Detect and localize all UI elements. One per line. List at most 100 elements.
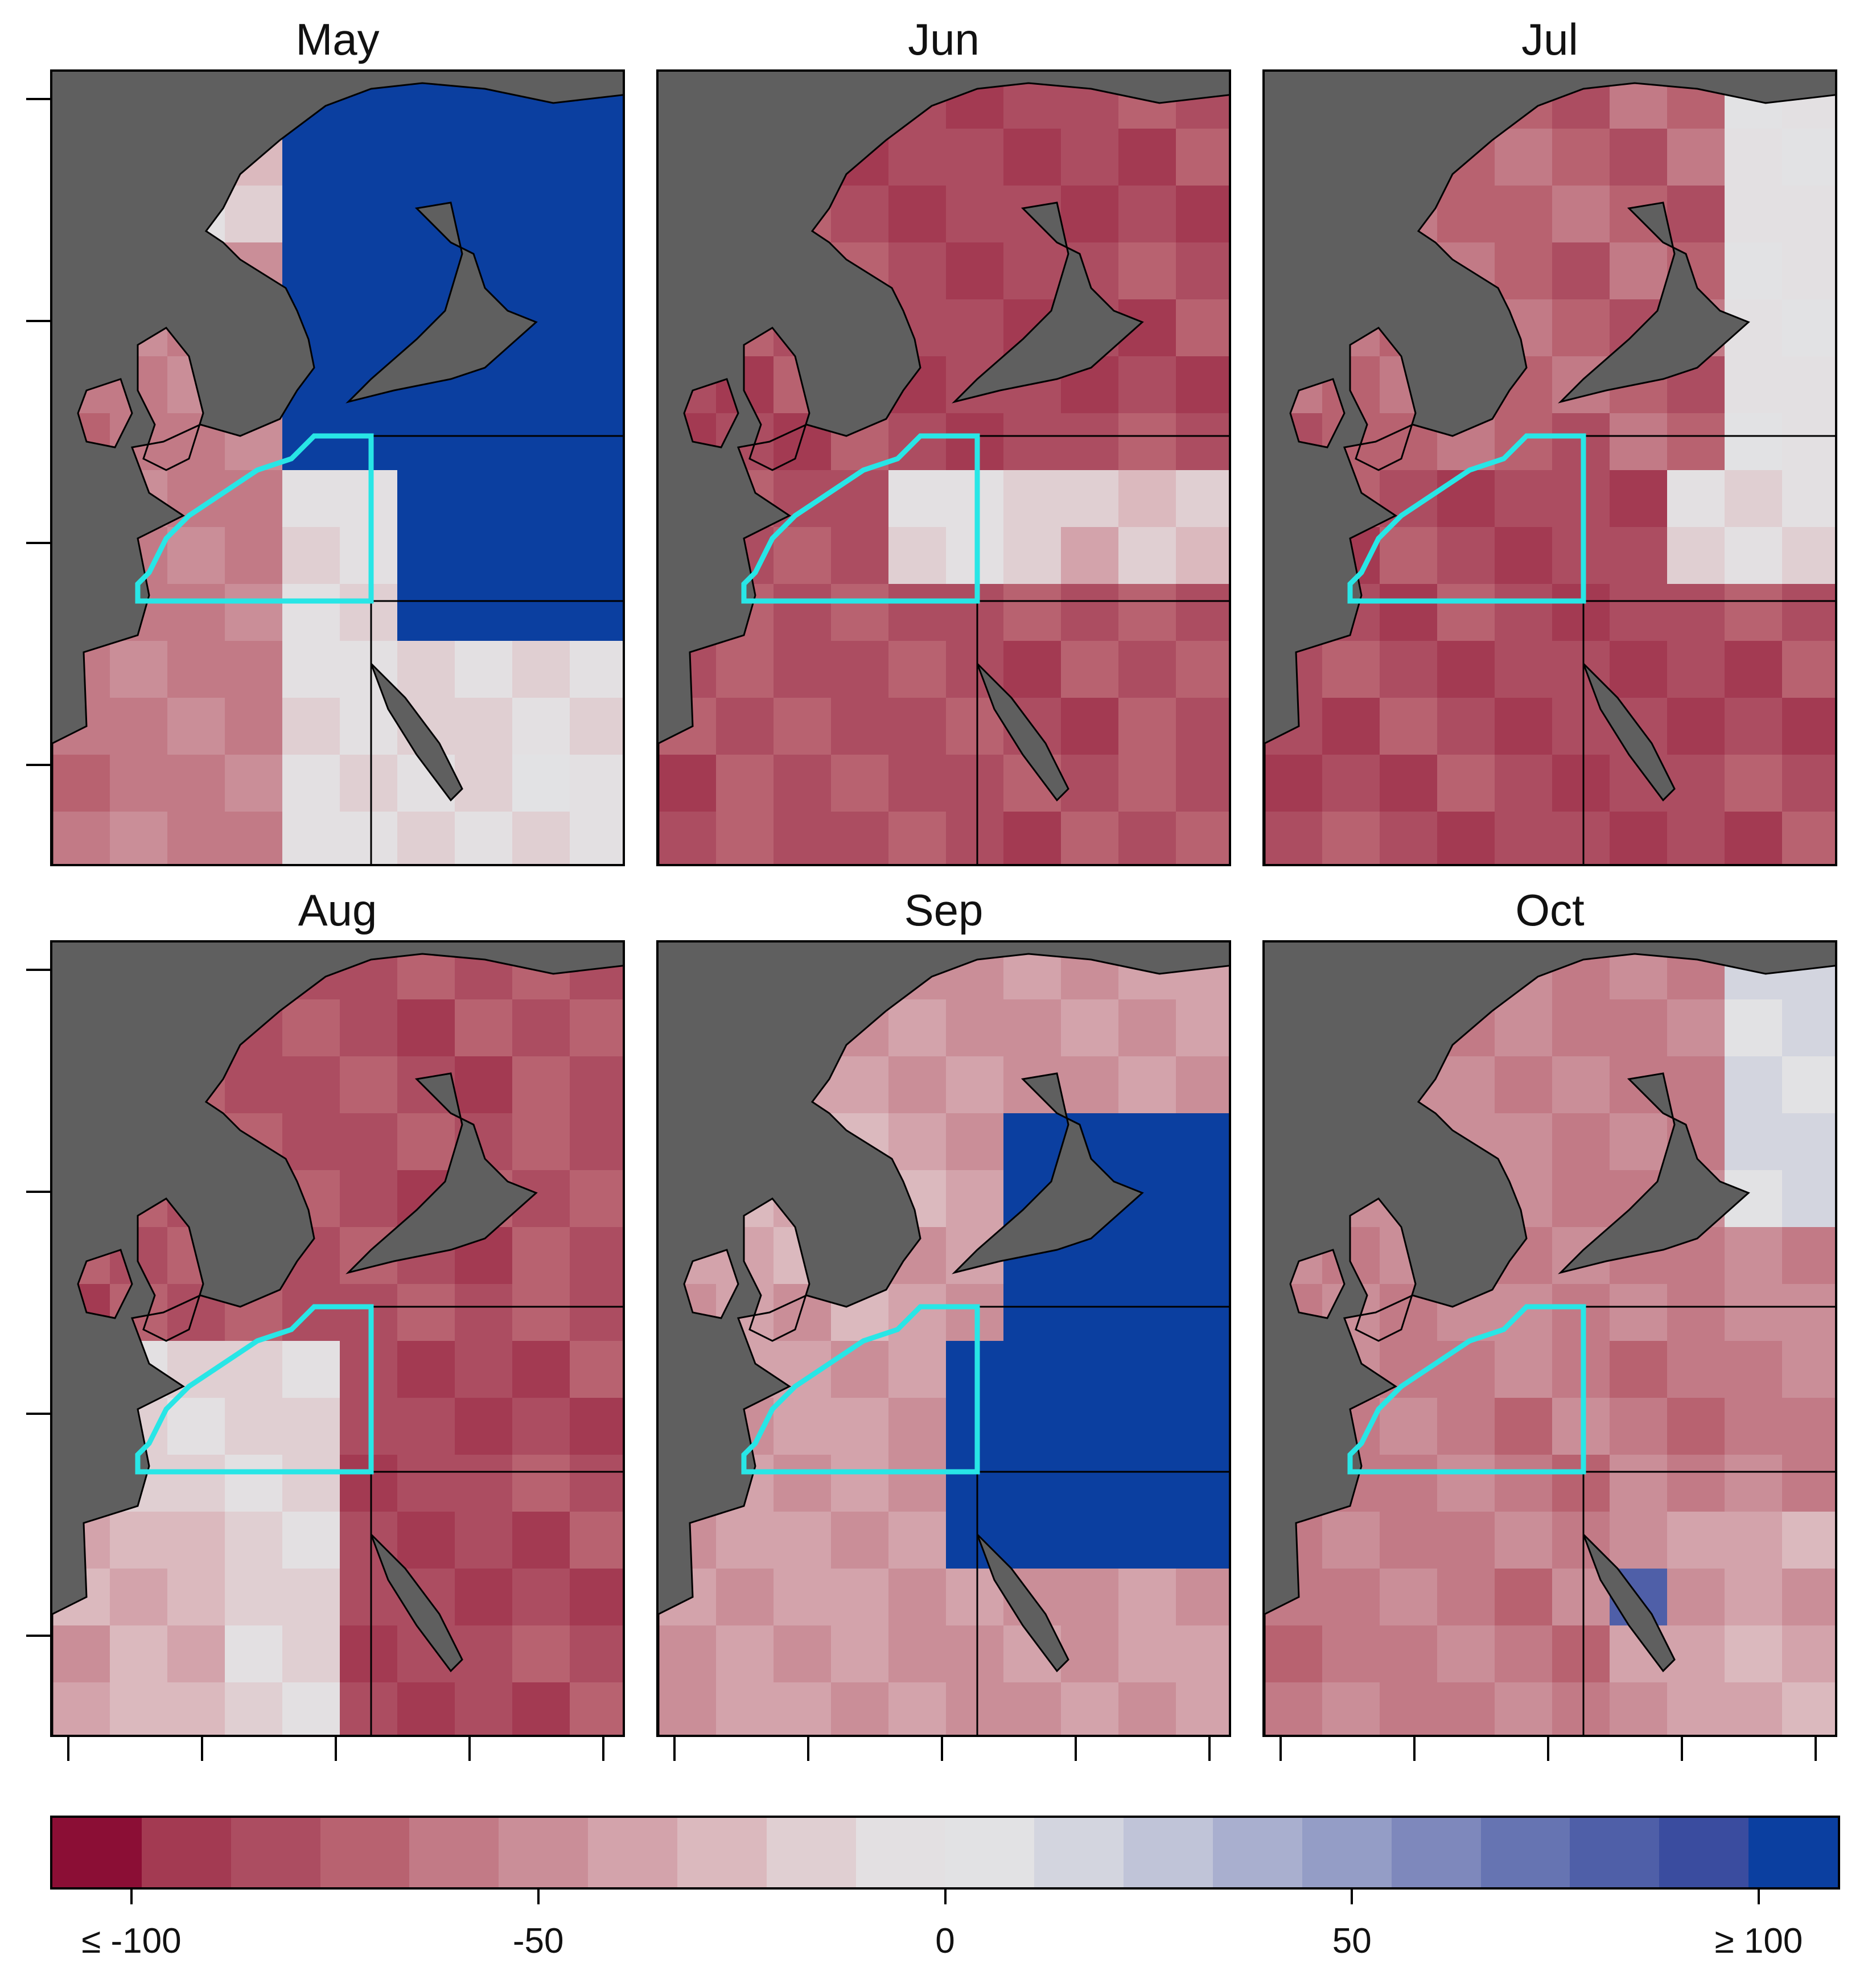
grid-cells: [659, 954, 1229, 1735]
colorbar-swatch: [1034, 1818, 1124, 1887]
grid-cell: [282, 1398, 340, 1455]
grid-cell: [1322, 1113, 1380, 1171]
grid-cell: [1176, 1455, 1229, 1512]
grid-cell: [774, 1284, 832, 1341]
grid-cell: [774, 186, 832, 243]
grid-cell: [1265, 1455, 1323, 1512]
grid-cell: [512, 812, 570, 864]
grid-cell: [570, 584, 623, 641]
grid-cell: [225, 999, 283, 1057]
grid-cell: [774, 1113, 832, 1171]
grid-cell: [1782, 1170, 1835, 1228]
grid-cell: [659, 1569, 717, 1626]
x-axis-tick: [673, 1737, 676, 1761]
grid-cell: [1610, 413, 1668, 471]
grid-cell: [1667, 129, 1725, 186]
grid-cell: [1118, 242, 1176, 300]
grid-cell: [52, 954, 110, 1000]
grid-cell: [1322, 242, 1380, 300]
grid-cell: [340, 999, 398, 1057]
grid-cell: [570, 1569, 623, 1626]
grid-cell: [1725, 999, 1783, 1057]
grid-cell: [1380, 1398, 1438, 1455]
grid-cell: [397, 584, 455, 641]
grid-cell: [716, 1625, 774, 1683]
grid-cell: [888, 1170, 947, 1228]
grid-cell: [167, 413, 225, 471]
grid-cell: [1061, 641, 1119, 698]
grid-cell: [659, 1113, 717, 1171]
grid-cell: [1322, 129, 1380, 186]
grid-cell: [512, 1512, 570, 1569]
grid-cell: [570, 470, 623, 528]
grid-cell: [1176, 413, 1229, 471]
grid-cell: [774, 1512, 832, 1569]
grid-cell: [1495, 1625, 1553, 1683]
grid-cell: [167, 584, 225, 641]
grid-cell: [282, 299, 340, 357]
grid-cell: [1667, 1056, 1725, 1114]
grid-cell: [1380, 1512, 1438, 1569]
grid-cell: [1118, 698, 1176, 755]
grid-cell: [774, 698, 832, 755]
panel-title-may: May: [295, 14, 380, 64]
grid-cell: [1667, 527, 1725, 585]
grid-cell: [1782, 1625, 1835, 1683]
grid-cell: [888, 83, 947, 129]
grid-cell: [1610, 1341, 1668, 1398]
grid-cell: [1725, 1625, 1783, 1683]
grid-cell: [946, 1056, 1004, 1114]
grid-cell: [888, 584, 947, 641]
grid-cell: [1322, 1569, 1380, 1626]
grid-cell: [1176, 698, 1229, 755]
grid-cell: [570, 1512, 623, 1569]
colorbar-swatch: [231, 1818, 320, 1887]
grid-cell: [167, 641, 225, 698]
grid-cell: [570, 812, 623, 864]
grid-cell: [1782, 129, 1835, 186]
grid-cell: [225, 1682, 283, 1735]
study-region-outline: [1347, 433, 1586, 604]
grid-cell: [716, 641, 774, 698]
grid-cell: [1322, 1227, 1380, 1285]
baltic-sea: [952, 201, 1144, 404]
grid-cells: [1265, 83, 1835, 864]
grid-cell: [1667, 954, 1725, 1000]
grid-cell: [1380, 129, 1438, 186]
grid-cell: [1322, 999, 1380, 1057]
grid-cell: [570, 1341, 623, 1398]
grid-cell: [340, 186, 398, 243]
grid-cell: [774, 1682, 832, 1735]
grid-cell: [888, 356, 947, 414]
grid-cell: [831, 129, 889, 186]
panel-title-jul: Jul: [1521, 14, 1578, 64]
x-axis-tick: [941, 1737, 943, 1761]
grid-cell: [225, 1170, 283, 1228]
grid-cell: [1725, 641, 1783, 698]
grid-cell: [167, 1398, 225, 1455]
grid-cell: [512, 1569, 570, 1626]
grid-cell: [1322, 299, 1380, 357]
coastline-ireland: [77, 1249, 133, 1319]
grid-cell: [1782, 527, 1835, 585]
grid-cell: [888, 698, 947, 755]
grid-cell: [52, 1398, 110, 1455]
colorbar-swatch: [1748, 1818, 1838, 1887]
grid-cell: [1380, 1625, 1438, 1683]
grid-cell: [1437, 129, 1495, 186]
colorbar-swatch: [855, 1818, 945, 1887]
grid-cell: [774, 129, 832, 186]
grid-cell: [1003, 83, 1062, 129]
grid-cell: [1380, 299, 1438, 357]
grid-cell: [1725, 1682, 1783, 1735]
grid-cell: [1552, 1170, 1610, 1228]
x-axis-tick: [1681, 1737, 1683, 1761]
grid-cell: [512, 527, 570, 585]
grid-cell: [1667, 413, 1725, 471]
grid-cell: [52, 698, 110, 755]
grid-cell: [1725, 584, 1783, 641]
grid-cell: [888, 641, 947, 698]
grid-cell: [52, 1056, 110, 1114]
grid-cell: [282, 470, 340, 528]
grid-cell: [831, 83, 889, 129]
